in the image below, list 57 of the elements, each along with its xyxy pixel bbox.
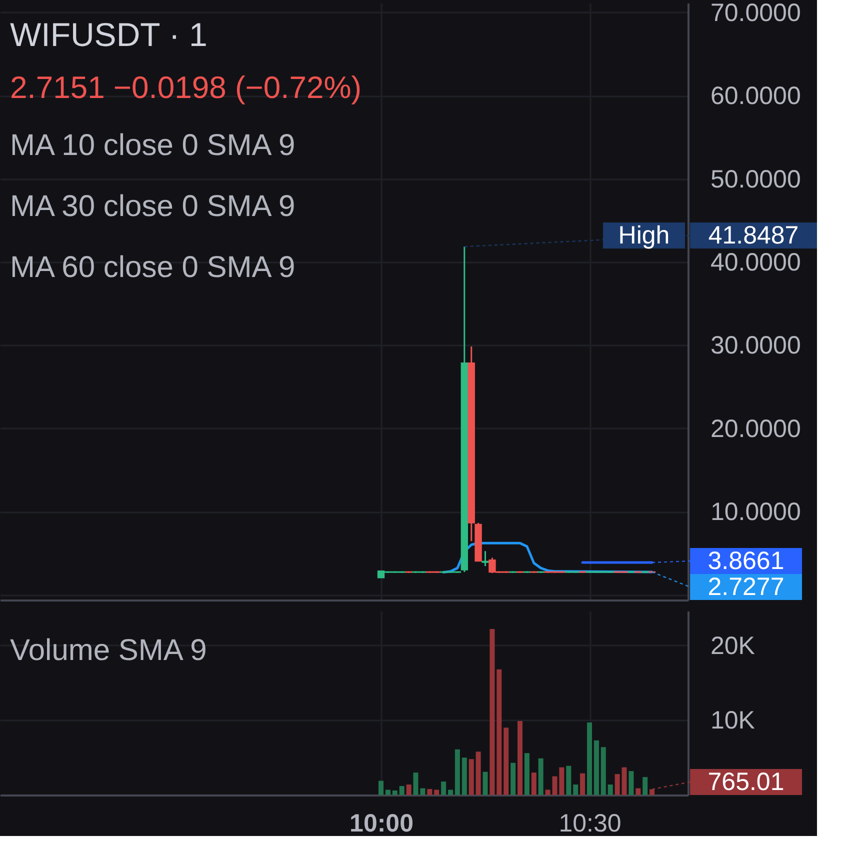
bar — [392, 790, 398, 795]
bar — [573, 784, 578, 795]
bar — [385, 790, 390, 795]
x-tick-label: 10:30 — [558, 810, 622, 838]
bar — [545, 790, 550, 795]
annotation: 2.7277 — [708, 573, 784, 601]
bar — [454, 749, 460, 795]
bar — [482, 772, 488, 795]
bar — [413, 772, 418, 795]
y-tick-label: 50.0000 — [710, 165, 801, 194]
bar — [427, 789, 432, 795]
bar — [531, 772, 536, 795]
bar — [600, 747, 606, 795]
text: Volume SMA 9 — [10, 634, 207, 667]
bar — [642, 777, 648, 795]
bar — [504, 728, 509, 795]
bar — [441, 782, 446, 795]
bar — [608, 784, 613, 795]
bar — [538, 758, 544, 795]
text: 2.7151 −0.0198 (−0.72%) — [10, 70, 362, 105]
bar — [628, 771, 634, 795]
y-tick-label: 20.0000 — [710, 414, 801, 443]
annotation: MA 10 close 0 SMA 9 — [10, 129, 296, 162]
annotation: 3.8661 — [708, 547, 784, 575]
y-tick-label: 20K — [710, 632, 756, 660]
y-tick-label: 10.0000 — [710, 498, 801, 526]
bar — [524, 753, 530, 795]
bar — [462, 758, 467, 795]
bar — [434, 790, 440, 795]
bar — [406, 784, 412, 795]
annotation: MA 30 close 0 SMA 9 — [10, 190, 296, 223]
annotation: 765.01 — [708, 768, 784, 796]
chart-title: WIFUSDT · 1 — [10, 16, 208, 53]
annotation: MA 60 close 0 SMA 9 — [10, 251, 296, 284]
y-tick-label: 10K — [710, 706, 756, 735]
bar — [420, 788, 426, 795]
bar — [517, 720, 522, 795]
bar — [566, 766, 572, 795]
x-tick-label: 10:00 — [350, 810, 414, 838]
annotation: 41.8487 — [708, 221, 799, 250]
bar — [636, 788, 641, 795]
bar — [448, 790, 454, 795]
bar — [490, 628, 495, 795]
bar — [378, 780, 384, 795]
y-tick-label: 60.0000 — [710, 82, 801, 110]
y-tick-label: 40.0000 — [710, 248, 801, 276]
bar — [510, 762, 516, 795]
bar — [468, 759, 474, 795]
y-tick-label: 30.0000 — [710, 332, 801, 360]
bar — [587, 722, 592, 795]
bar — [580, 773, 586, 795]
bar — [476, 752, 481, 795]
y-tick-label: 70.0000 — [710, 0, 801, 27]
bar — [594, 740, 599, 795]
bar — [496, 669, 502, 795]
bar — [399, 786, 404, 795]
candlestick — [482, 550, 489, 567]
